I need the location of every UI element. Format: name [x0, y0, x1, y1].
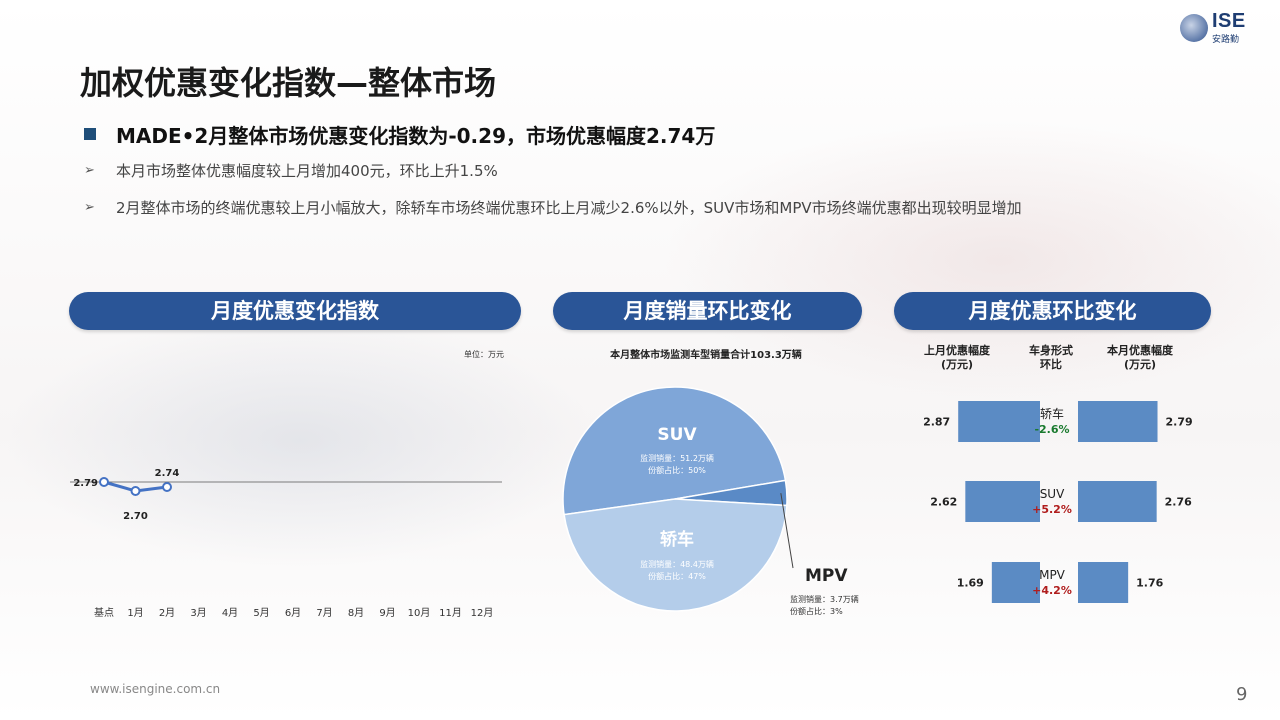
- slice-share-label: 份额占比：50%: [648, 465, 706, 475]
- data-label: 2.70: [123, 511, 148, 522]
- page-number: 9: [1236, 684, 1248, 705]
- data-point: [99, 477, 109, 487]
- headline-text: MADE•2月整体市场优惠变化指数为-0.29，市场优惠幅度2.74万: [116, 123, 716, 148]
- x-tick-label: 基点: [94, 606, 114, 619]
- slice-share-label: 份额占比：47%: [648, 571, 706, 581]
- bar-prev-label: 2.87: [923, 416, 950, 429]
- slice-name-label: MPV: [805, 566, 848, 586]
- panel-title-sales: 月度销量环比变化: [553, 292, 862, 330]
- x-tick-label: 2月: [159, 607, 175, 619]
- slice-sales-label: 监测销量：48.4万辆: [640, 559, 714, 569]
- bar-prev-label: 1.69: [957, 577, 984, 590]
- data-label: 2.74: [155, 468, 180, 479]
- header-change: 环比: [1040, 357, 1062, 371]
- bullet-item: ➢ 2月整体市场的终端优惠较上月小幅放大，除轿车市场终端优惠环比上月减少2.6%…: [84, 195, 1204, 247]
- leader-line: [780, 493, 794, 569]
- x-tick-label: 10月: [408, 607, 431, 619]
- pie-slice: [563, 498, 788, 612]
- bullet-text: 2月整体市场的终端优惠较上月小幅放大，除轿车市场终端优惠环比上月减少2.6%以外…: [116, 199, 1022, 217]
- data-label: 2.79: [73, 478, 98, 489]
- data-point: [162, 482, 172, 492]
- pie-slice: [562, 386, 787, 516]
- footer-url: www.isengine.com.cn: [90, 682, 221, 696]
- category-label: SUV: [1040, 487, 1065, 501]
- bullet-item: ➢ 本月市场整体优惠幅度较上月增加400元，环比上升1.5%: [84, 158, 1204, 184]
- bar-cur: [1078, 481, 1157, 522]
- pie-title: 本月整体市场监测车型销量合计103.3万辆: [610, 348, 802, 361]
- slice-name-label: SUV: [657, 425, 697, 445]
- category-label: 轿车: [1040, 406, 1064, 421]
- arrow-bullet-icon: ➢: [84, 200, 95, 215]
- header-category: 车身形式: [1029, 343, 1073, 357]
- bar-cur-label: 2.76: [1165, 496, 1192, 509]
- data-point: [130, 486, 141, 496]
- x-tick-label: 5月: [253, 607, 269, 619]
- x-tick-label: 6月: [285, 607, 301, 619]
- header-prev-unit: (万元): [941, 358, 973, 371]
- x-tick-label: 4月: [222, 607, 238, 619]
- slice-share-label: 份额占比：3%: [790, 606, 843, 616]
- change-label: -2.6%: [1034, 423, 1069, 436]
- panel-title-index: 月度优惠变化指数: [69, 292, 521, 330]
- square-bullet-icon: [84, 128, 96, 140]
- logo-mark-icon: [1180, 14, 1208, 42]
- line-chart: 单位：万元 2.79 2.70 2.74 基点 1月 2月 3月 4月 5月 6月 7月 8月 9月 1…: [70, 349, 504, 619]
- slice-name-label: 轿车: [660, 529, 694, 550]
- bar-cur-label: 2.79: [1166, 416, 1193, 429]
- headline: MADE•2月整体市场优惠变化指数为-0.29，市场优惠幅度2.74万: [84, 118, 715, 150]
- x-tick-label: 8月: [348, 607, 364, 619]
- page-title: 加权优惠变化指数—整体市场: [80, 64, 497, 102]
- x-tick-label: 12月: [471, 607, 494, 619]
- bar-prev: [991, 562, 1040, 603]
- x-tick-label: 3月: [190, 607, 206, 619]
- logo-text: ISE: [1212, 10, 1246, 32]
- bar-prev-label: 2.62: [930, 496, 957, 509]
- bar-cur: [1078, 562, 1129, 603]
- bar-prev: [965, 481, 1040, 522]
- header-cur-unit: (万元): [1124, 358, 1156, 371]
- change-label: +5.2%: [1032, 503, 1072, 516]
- change-label: +4.2%: [1032, 584, 1072, 597]
- header-prev: 上月优惠幅度: [924, 343, 991, 357]
- slice-sales-label: 监测销量：3.7万辆: [790, 594, 859, 604]
- bar-cur: [1078, 401, 1158, 442]
- x-tick-label: 11月: [439, 607, 462, 619]
- company-logo: ISE 安路勤: [1180, 10, 1252, 46]
- arrow-bullet-icon: ➢: [84, 163, 95, 178]
- bar-cur-label: 1.76: [1136, 577, 1163, 590]
- unit-label: 单位：万元: [464, 349, 504, 359]
- logo-subtext: 安路勤: [1212, 35, 1240, 45]
- panel-title-discount: 月度优惠环比变化: [894, 292, 1211, 330]
- header-cur: 本月优惠幅度: [1107, 343, 1174, 357]
- x-tick-label: 1月: [127, 607, 143, 619]
- bullet-text: 本月市场整体优惠幅度较上月增加400元，环比上升1.5%: [116, 162, 498, 180]
- pie-chart: 本月整体市场监测车型销量合计103.3万辆 SUV监测销量：51.2万辆份额占比…: [562, 348, 859, 616]
- x-tick-label: 9月: [379, 607, 395, 619]
- slice-sales-label: 监测销量：51.2万辆: [640, 453, 714, 463]
- bar-prev: [958, 401, 1040, 442]
- category-label: MPV: [1039, 568, 1066, 582]
- x-tick-label: 7月: [316, 607, 332, 619]
